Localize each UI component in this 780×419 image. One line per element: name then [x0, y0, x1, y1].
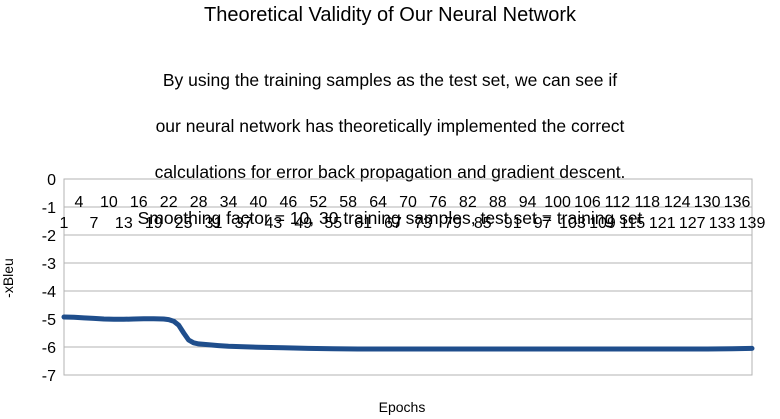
x-tick-label-upper: 64 [369, 194, 387, 211]
y-tick-label: -4 [42, 284, 56, 301]
x-tick-label-upper: 130 [694, 194, 721, 211]
x-tick-label-lower: 109 [589, 215, 616, 232]
x-tick-label-upper: 88 [489, 194, 507, 211]
x-tick-label-lower: 97 [534, 215, 552, 232]
y-tick-label: -5 [42, 312, 56, 329]
y-tick-label: 0 [47, 172, 56, 189]
series-line [61, 314, 755, 352]
plot-area [63, 178, 753, 376]
x-tick-label-upper: 124 [664, 194, 691, 211]
x-tick-label-lower: 139 [739, 215, 766, 232]
x-tick-label-lower: 103 [559, 215, 586, 232]
x-tick-label-upper: 52 [309, 194, 327, 211]
x-tick-label-lower: 1 [60, 215, 69, 232]
x-tick-label-upper: 34 [220, 194, 238, 211]
x-tick-label-lower: 67 [384, 215, 402, 232]
x-tick-label-lower: 37 [235, 215, 253, 232]
x-tick-label-upper: 16 [130, 194, 148, 211]
chart-subtitle: By using the training samples as the tes… [0, 46, 780, 253]
y-tick-label: -2 [42, 228, 56, 245]
x-tick-label-upper: 28 [190, 194, 208, 211]
x-tick-label-upper: 94 [519, 194, 537, 211]
x-tick-label-upper: 40 [250, 194, 268, 211]
x-tick-label-lower: 7 [89, 215, 98, 232]
x-tick-label-upper: 46 [279, 194, 297, 211]
x-tick-label-lower: 73 [414, 215, 432, 232]
x-tick-label-lower: 133 [709, 215, 736, 232]
x-tick-label-upper: 106 [574, 194, 601, 211]
x-tick-label-upper: 58 [339, 194, 357, 211]
x-tick-label-lower: 49 [294, 215, 312, 232]
x-tick-label-upper: 70 [399, 194, 417, 211]
subtitle-line-4: Smoothing factor = 10, 30 training sampl… [137, 208, 643, 228]
chart-title: Theoretical Validity of Our Neural Netwo… [204, 4, 576, 26]
x-tick-label-upper: 118 [635, 194, 661, 211]
x-tick-label-lower: 115 [620, 215, 646, 232]
x-tick-label-lower: 55 [324, 215, 342, 232]
x-axis-label: Epochs [379, 399, 426, 415]
x-tick-label-lower: 61 [354, 215, 372, 232]
subtitle-line-3: calculations for error back propagation … [154, 162, 626, 182]
x-tick-label-lower: 91 [504, 215, 522, 232]
x-tick-label-upper: 100 [544, 194, 571, 211]
x-tick-label-lower: 25 [175, 215, 193, 232]
x-tick-label-lower: 43 [264, 215, 282, 232]
x-tick-label-lower: 13 [115, 215, 133, 232]
y-tick-label: -3 [42, 256, 56, 273]
y-tick-label: -1 [42, 200, 56, 217]
x-tick-label-lower: 85 [474, 215, 492, 232]
x-tick-labels: 4 10 16 22 28 34 40 46 52 58 64 70 76 82 88 94 100 106 112… [60, 194, 766, 232]
y-tick-label: -6 [42, 340, 56, 357]
subtitle-line-2: our neural network has theoretically imp… [155, 116, 625, 136]
x-tick-label-upper: 112 [605, 194, 631, 211]
y-tick-label: -7 [42, 368, 56, 385]
x-tick-label-upper: 76 [429, 194, 447, 211]
y-tick-labels: 0 -1 -2 -3 -4 -5 -6 -7 [42, 172, 56, 385]
x-tick-label-lower: 127 [679, 215, 706, 232]
x-tick-label-upper: 82 [459, 194, 477, 211]
x-tick-label-upper: 22 [160, 194, 178, 211]
x-tick-label-upper: 10 [100, 194, 118, 211]
x-tick-label-lower: 31 [205, 215, 223, 232]
x-tick-label-upper: 4 [75, 194, 84, 211]
x-tick-label-lower: 19 [145, 215, 163, 232]
x-tick-label-lower: 121 [649, 215, 676, 232]
y-axis-label: -xBleu [0, 258, 16, 298]
x-tick-label-lower: 79 [444, 215, 462, 232]
subtitle-line-1: By using the training samples as the tes… [162, 70, 618, 90]
x-tick-label-upper: 136 [724, 194, 751, 211]
